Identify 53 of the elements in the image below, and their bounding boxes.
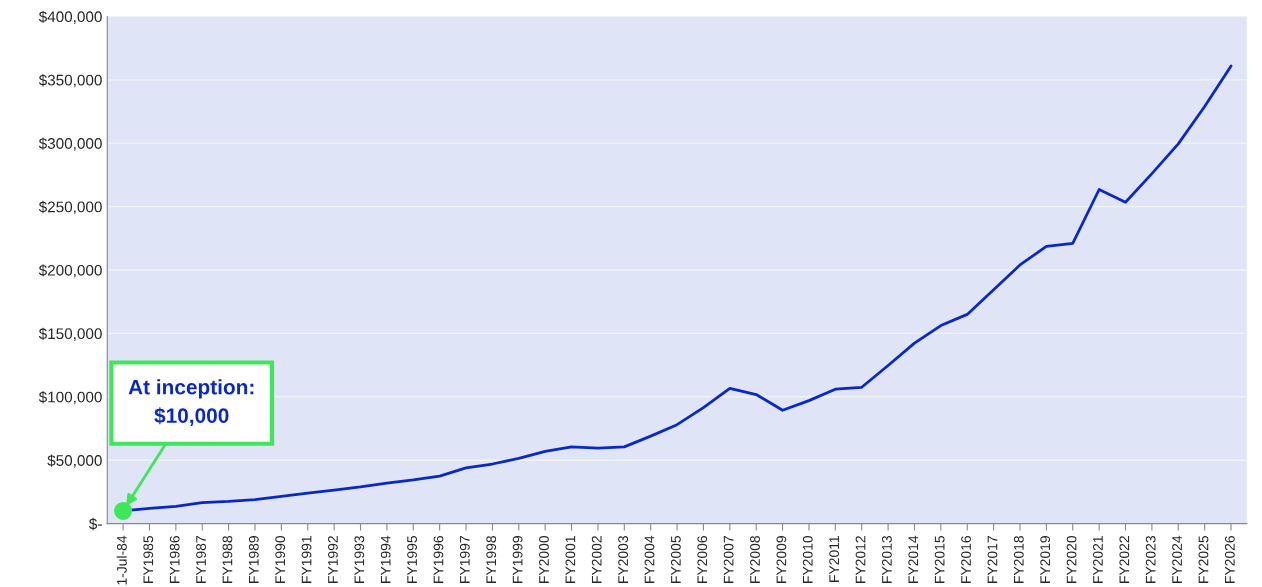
x-tick-label: FY2013 — [881, 536, 892, 583]
x-tick-label: FY1991 — [301, 536, 312, 583]
x-tick-label: FY2003 — [618, 536, 629, 583]
x-tick-label: FY1997 — [459, 536, 470, 583]
x-tick-label: FY2016 — [961, 536, 971, 583]
x-tick-label: 1-Jul-84 — [116, 535, 127, 585]
x-tick-label: FY1996 — [433, 536, 444, 583]
x-tick-label: FY1988 — [222, 536, 233, 583]
x-tick-label: FY2012 — [855, 536, 866, 583]
x-tick-label: FY1992 — [328, 536, 338, 583]
y-tick-label: $50,000 — [47, 454, 102, 468]
x-tick-label: FY2000 — [539, 535, 549, 583]
x-tick-label: FY2025 — [1198, 535, 1209, 583]
x-tick-label: FY2010 — [802, 535, 813, 583]
y-tick-label: $100,000 — [38, 391, 102, 405]
x-tick-label: FY2022 — [1119, 536, 1130, 583]
x-tick-label: FY2002 — [591, 536, 602, 583]
y-tick-label: $200,000 — [38, 264, 102, 278]
x-tick-label: FY2007 — [723, 536, 734, 583]
x-tick-label: FY1999 — [512, 536, 523, 583]
x-tick-label: FY1985 — [143, 535, 154, 583]
x-tick-label: FY2001 — [565, 536, 576, 583]
x-tick-label: FY2004 — [644, 535, 655, 583]
x-tick-label: FY2005 — [670, 535, 681, 583]
x-tick-label: FY2026 — [1224, 536, 1235, 583]
y-tick-label: $250,000 — [38, 200, 102, 215]
x-tick-label: FY1994 — [380, 535, 391, 583]
x-tick-label: FY1995 — [407, 535, 417, 583]
x-tick-label: FY2011 — [829, 536, 840, 582]
x-tick-label: FY2023 — [1145, 536, 1156, 583]
y-tick-label: $300,000 — [38, 137, 102, 151]
x-tick-label: FY2018 — [1013, 536, 1024, 583]
x-tick-label: FY2006 — [697, 536, 708, 583]
y-tick-label: $- — [88, 517, 102, 531]
annotation: At inception: $10,000 — [128, 379, 254, 426]
x-tick-label: FY1989 — [248, 536, 259, 583]
x-tick-label: FY2015 — [934, 535, 945, 583]
x-tick-label: FY1986 — [169, 536, 180, 583]
y-tick-label: $350,000 — [38, 74, 102, 88]
y-tick-label: $150,000 — [38, 327, 102, 341]
x-tick-label: FY2008 — [750, 536, 760, 583]
y-tick-label: $400,000 — [38, 10, 102, 24]
x-tick-label: FY2009 — [776, 536, 787, 583]
x-tick-label: FY1998 — [486, 536, 497, 583]
x-tick-label: FY2017 — [987, 536, 998, 583]
x-tick-label: FY2020 — [1066, 535, 1077, 583]
x-tick-label: FY1993 — [354, 536, 365, 583]
x-tick-label: FY1990 — [275, 535, 286, 583]
x-tick-label: FY2019 — [1040, 536, 1051, 583]
x-tick-label: FY2021 — [1093, 536, 1103, 583]
x-tick-label: FY2014 — [908, 535, 919, 583]
x-tick-label: FY2024 — [1172, 535, 1182, 583]
x-tick-label: FY1987 — [196, 536, 206, 583]
